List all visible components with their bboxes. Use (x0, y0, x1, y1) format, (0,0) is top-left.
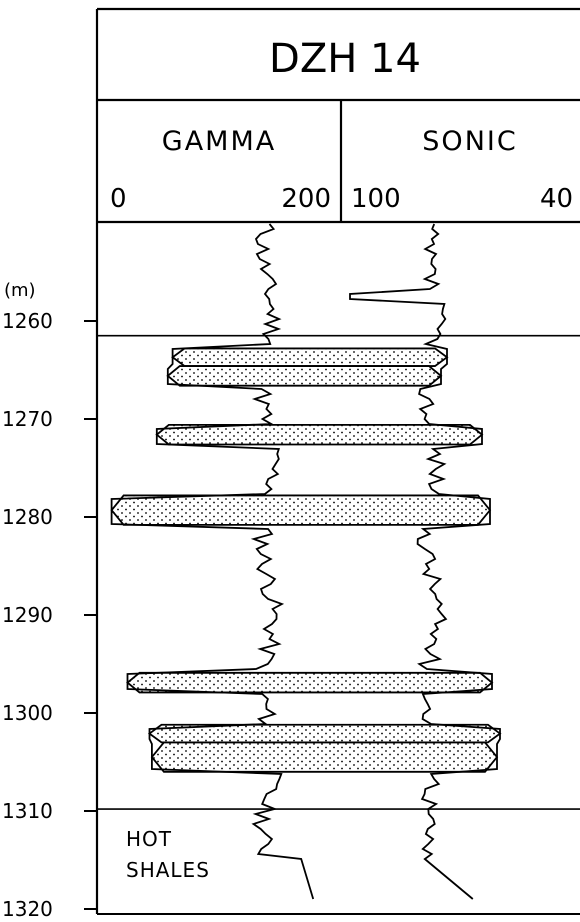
gamma-scale-min: 0 (110, 184, 127, 214)
sand-bed (166, 365, 443, 387)
sand-bed (147, 723, 502, 744)
sand-bed (110, 494, 492, 526)
depth-tick-label: 1320 (2, 897, 53, 921)
sand-bed (150, 741, 499, 773)
sand-bed (126, 671, 494, 694)
hot-shales-label-line1: HOT (126, 827, 172, 851)
gamma-scale-max: 200 (281, 184, 331, 214)
depth-tick-label: 1310 (2, 799, 53, 823)
depth-tick-label: 1290 (2, 603, 53, 627)
depth-tick-label: 1300 (2, 701, 53, 725)
sonic-scale-min: 100 (351, 184, 401, 214)
sonic-track-label: SONIC (422, 126, 517, 157)
depth-tick-label: 1280 (2, 505, 53, 529)
sonic-scale-max: 40 (540, 184, 573, 214)
hot-shales-label-line2: SHALES (126, 858, 210, 882)
chart-title: DZH 14 (269, 36, 421, 82)
log-plot-area: 1260 1270 1280 1290 1300 1310 1320 (2, 223, 580, 921)
header-frame (95, 7, 580, 914)
gamma-curve (110, 223, 315, 900)
sand-bed (155, 423, 484, 446)
gamma-track-label: GAMMA (162, 126, 276, 157)
depth-unit-label: (m) (4, 280, 36, 301)
sand-bed (171, 347, 449, 367)
sonic-curve (349, 223, 501, 900)
depth-tick-label: 1260 (2, 309, 53, 333)
depth-tick-label: 1270 (2, 407, 53, 431)
